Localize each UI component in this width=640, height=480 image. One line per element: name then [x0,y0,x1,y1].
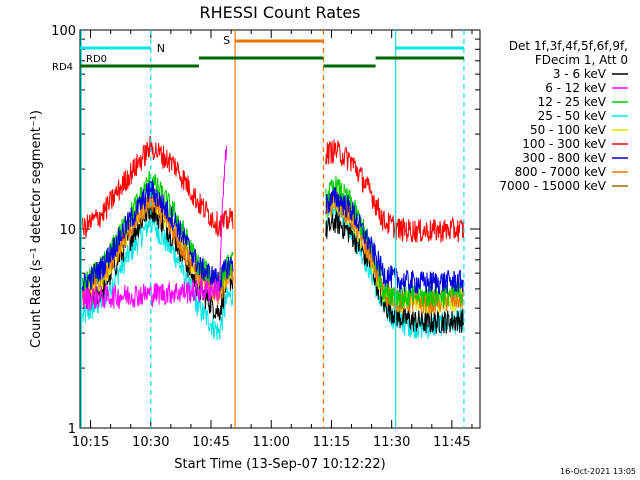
series-300to800keV-keV-line [82,180,465,295]
x-tick-label: 10:15 [72,435,109,450]
x-tick-label: 11:45 [433,435,470,450]
annotations: N S RD0 RD4 [52,30,465,428]
series-3to6keV-keV-line [82,197,465,334]
series-segment [325,209,465,334]
y-tick-label: 10 [59,223,76,238]
x-tick-label: 11:15 [313,435,350,450]
axis-ticks: 10:15 10:30 10:45 11:00 11:15 11:30 11:45 1 10 10… [51,24,480,450]
legend-entry-label: 7000 - 15000 keV [499,179,606,193]
series-6to12keV-keV-line [82,145,228,311]
legend: Det 1f,3f,4f,5f,6f,9f, FDecim 1, Att 0 3… [499,39,628,193]
legend-header-line-2: FDecim 1, Att 0 [535,53,628,67]
legend-entry-label: 300 - 800 keV [522,151,606,165]
chart-title: RHESSI Count Rates [200,3,361,22]
series-segment [82,145,228,311]
series-100to300keV-keV-line [82,135,465,243]
series-segment [82,135,234,239]
series-segment [325,175,464,310]
legend-entry-label: 25 - 50 keV [538,109,607,123]
series-segment [325,190,465,315]
x-tick-label: 10:30 [132,435,169,450]
x-axis-label: Start Time (13-Sep-07 10:12:22) [174,457,385,472]
footer-timestamp: 16-Oct-2021 13:05 [560,467,636,476]
y-tick-label: 1 [68,422,76,437]
legend-header-line-1: Det 1f,3f,4f,5f,6f,9f, [509,39,628,53]
x-tick-label: 10:45 [192,435,229,450]
rd4-label: RD4 [52,62,73,73]
x-tick-label: 11:30 [373,435,410,450]
saa-label: S [223,34,230,47]
y-axis-label: Count Rate (s⁻¹ detector segment⁻¹) [29,110,44,348]
x-tick-label: 11:00 [253,435,290,450]
night-label: N [157,42,165,55]
series-lines [82,135,465,341]
series-segment [82,180,234,294]
series-segment [82,197,234,321]
legend-entry-label: 800 - 7000 keV [515,165,607,179]
rd0-label: RD0 [86,54,107,65]
legend-entry-label: 3 - 6 keV [553,67,607,81]
series-segment [325,139,465,243]
series-segment [325,187,465,295]
legend-entry-label: 12 - 25 keV [538,95,607,109]
y-tick-label: 100 [51,24,76,39]
legend-entry-label: 6 - 12 keV [545,81,607,95]
legend-entry-label: 50 - 100 keV [530,123,607,137]
legend-entry-label: 100 - 300 keV [522,137,606,151]
